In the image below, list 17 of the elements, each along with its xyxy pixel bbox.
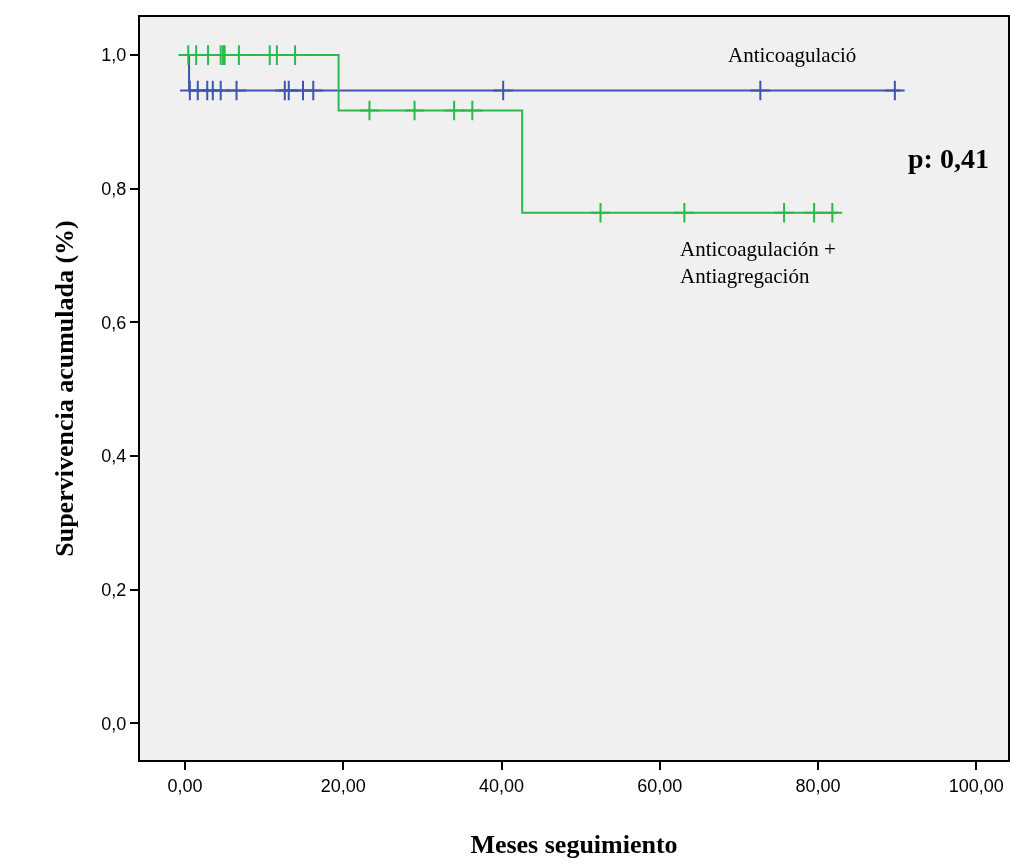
y-tick-label: 0,6 [101,312,127,333]
annotation: p: 0,41 [908,143,989,174]
x-tick-label: 0,00 [167,775,203,796]
x-tick-label: 20,00 [320,775,366,796]
y-axis-title: Supervivencia acumulada (%) [50,220,80,557]
x-tick-label: 100,00 [948,775,1004,796]
x-tick-label: 40,00 [479,775,525,796]
y-tick-label: 0,8 [101,179,127,200]
y-tick-label: 0,4 [101,446,127,467]
annotation: Anticoagulació [728,43,857,67]
y-tick-label: 0,0 [101,713,127,734]
annotation: Anticoagulación + Antiagregación [680,237,836,289]
x-tick-label: 80,00 [795,775,841,796]
y-tick-label: 1,0 [101,45,127,66]
x-axis-title: Meses seguimiento [470,829,678,859]
y-tick-label: 0,2 [101,579,127,600]
x-tick-label: 60,00 [637,775,683,796]
